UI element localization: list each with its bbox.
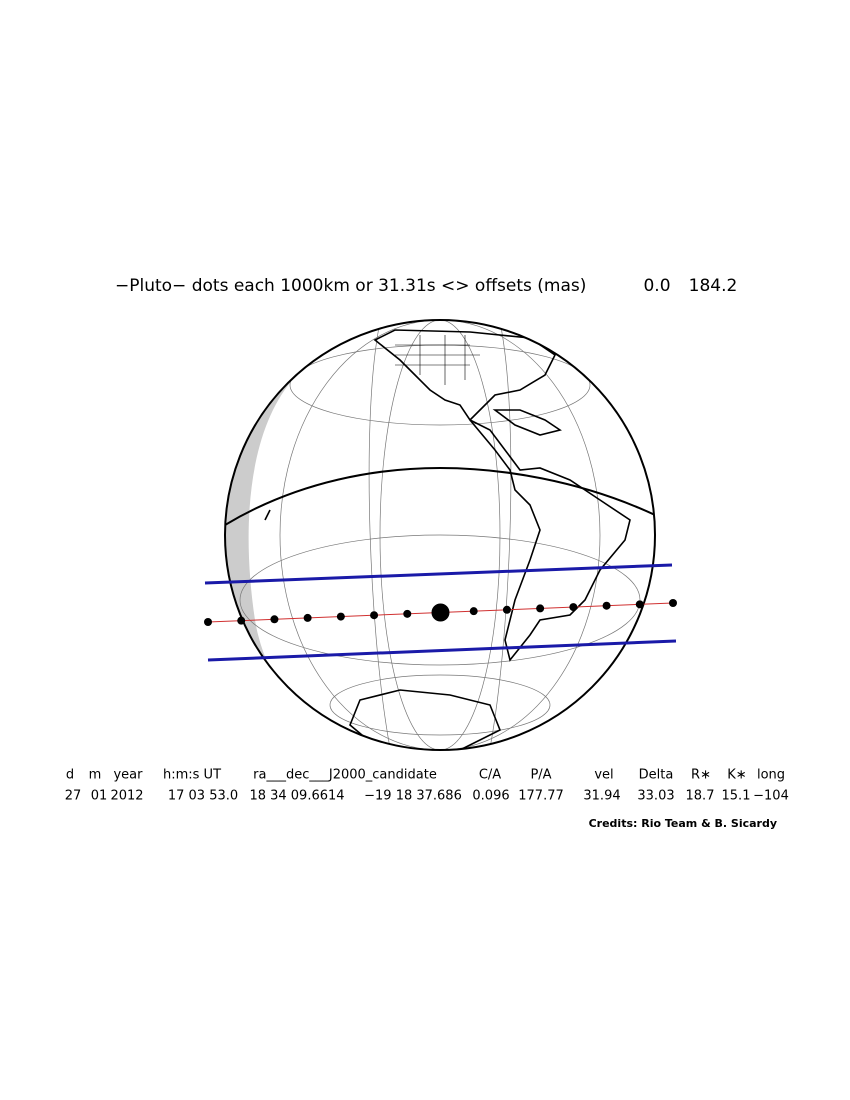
shadow-path (204, 563, 677, 662)
title: −Pluto− dots each 1000km or 31.31s <> of… (115, 276, 586, 296)
column-header: R∗ (691, 768, 711, 783)
cell: 33.03 (637, 789, 674, 804)
cell: −104 (753, 789, 789, 804)
cell: 15.1 (722, 789, 751, 804)
column-header: d (66, 768, 74, 783)
shadow-limit-south (207, 639, 677, 662)
cell: 2012 (110, 789, 143, 804)
cell: 18 34 09.6614 (249, 789, 344, 804)
position-dot (370, 611, 379, 620)
column-header: m (89, 768, 102, 783)
position-dot (303, 613, 312, 622)
column-header: long (757, 768, 785, 783)
shadow-limit-north (204, 563, 673, 585)
offset-x: 0.0 (643, 276, 670, 296)
position-dot (469, 607, 478, 616)
position-dot (336, 612, 345, 621)
cell: 31.94 (583, 789, 620, 804)
position-dot (270, 615, 279, 624)
position-dot (502, 605, 511, 614)
cell: 27 (65, 789, 82, 804)
cell: −19 18 37.686 (364, 789, 462, 804)
globe (224, 319, 656, 751)
position-dot (431, 603, 450, 622)
column-header: ra___dec___J2000_candidate (253, 768, 437, 783)
position-dot (569, 603, 578, 612)
position-dot (669, 599, 677, 607)
offset-y: 184.2 (689, 276, 738, 296)
credits: Credits: Rio Team & B. Sicardy (589, 817, 777, 830)
position-dot (403, 609, 412, 618)
position-dot (602, 601, 611, 610)
cell: 0.096 (472, 789, 509, 804)
column-header: P/A (530, 768, 551, 783)
column-header: K∗ (727, 768, 746, 783)
cell: 17 03 53.0 (168, 789, 238, 804)
position-dot (536, 604, 545, 613)
position-dot (635, 600, 644, 609)
position-dot (237, 616, 246, 625)
cell: 01 (91, 789, 108, 804)
data-table: d m year h:m:s UT ra___dec___J2000_candidate… (65, 768, 789, 804)
cell: 18.7 (686, 789, 715, 804)
column-header: vel (594, 768, 613, 783)
column-header: Delta (639, 768, 674, 783)
column-header: year (113, 768, 143, 783)
column-header: h:m:s UT (163, 768, 221, 783)
cell: 177.77 (518, 789, 564, 804)
position-dot (204, 618, 212, 626)
column-header: C/A (479, 768, 501, 783)
